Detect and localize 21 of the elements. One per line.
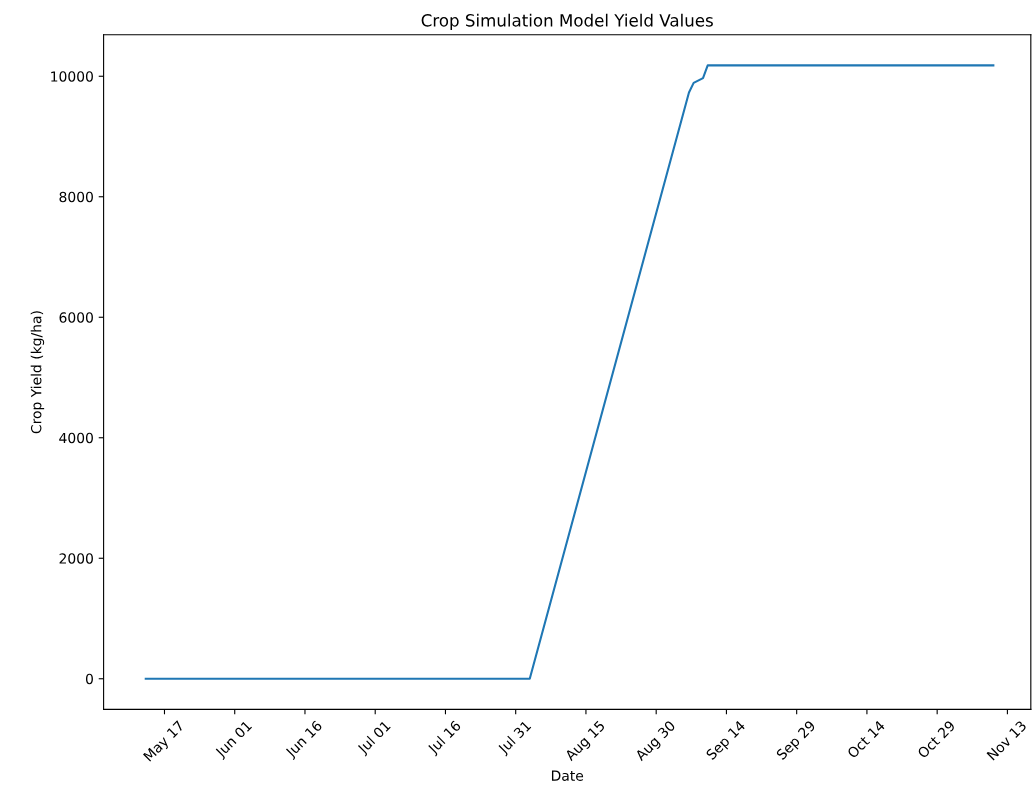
x-tick-label: Jul 31: [496, 720, 534, 757]
x-tick-label: Aug 15: [564, 720, 608, 764]
x-tick-label: Sep 29: [775, 720, 818, 763]
x-tick-label: Jul 01: [356, 720, 393, 757]
x-tick-label: Aug 30: [634, 719, 678, 764]
y-tick-label: 8000: [59, 191, 93, 203]
x-axis-title: Date: [551, 770, 584, 781]
chart-title: Crop Simulation Model Yield Values: [421, 13, 713, 30]
x-tick-label: Jul 16: [426, 719, 464, 757]
x-tick-label: Sep 14: [705, 719, 748, 763]
x-tick-label: Jun 16: [284, 719, 325, 761]
y-tick-label: 2000: [59, 553, 93, 564]
line-series: [144, 64, 995, 680]
y-tick-label: 10000: [51, 71, 93, 82]
y-tick-label: 6000: [59, 312, 93, 323]
y-tick-label: 0: [85, 673, 93, 685]
x-tick-label: Oct 14: [846, 719, 886, 759]
x-tick-label: Jun 01: [214, 720, 254, 761]
y-axis-title: Crop Yield (kg/ha): [30, 311, 45, 434]
y-tick-label: 4000: [59, 432, 93, 444]
x-tick-label: Oct 29: [916, 720, 956, 759]
